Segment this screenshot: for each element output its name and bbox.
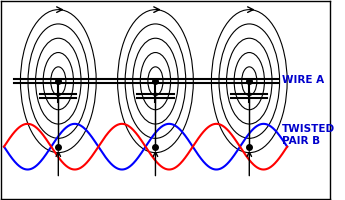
Text: TWISTED
PAIR B: TWISTED PAIR B bbox=[282, 124, 335, 146]
Text: WIRE A: WIRE A bbox=[282, 75, 324, 85]
